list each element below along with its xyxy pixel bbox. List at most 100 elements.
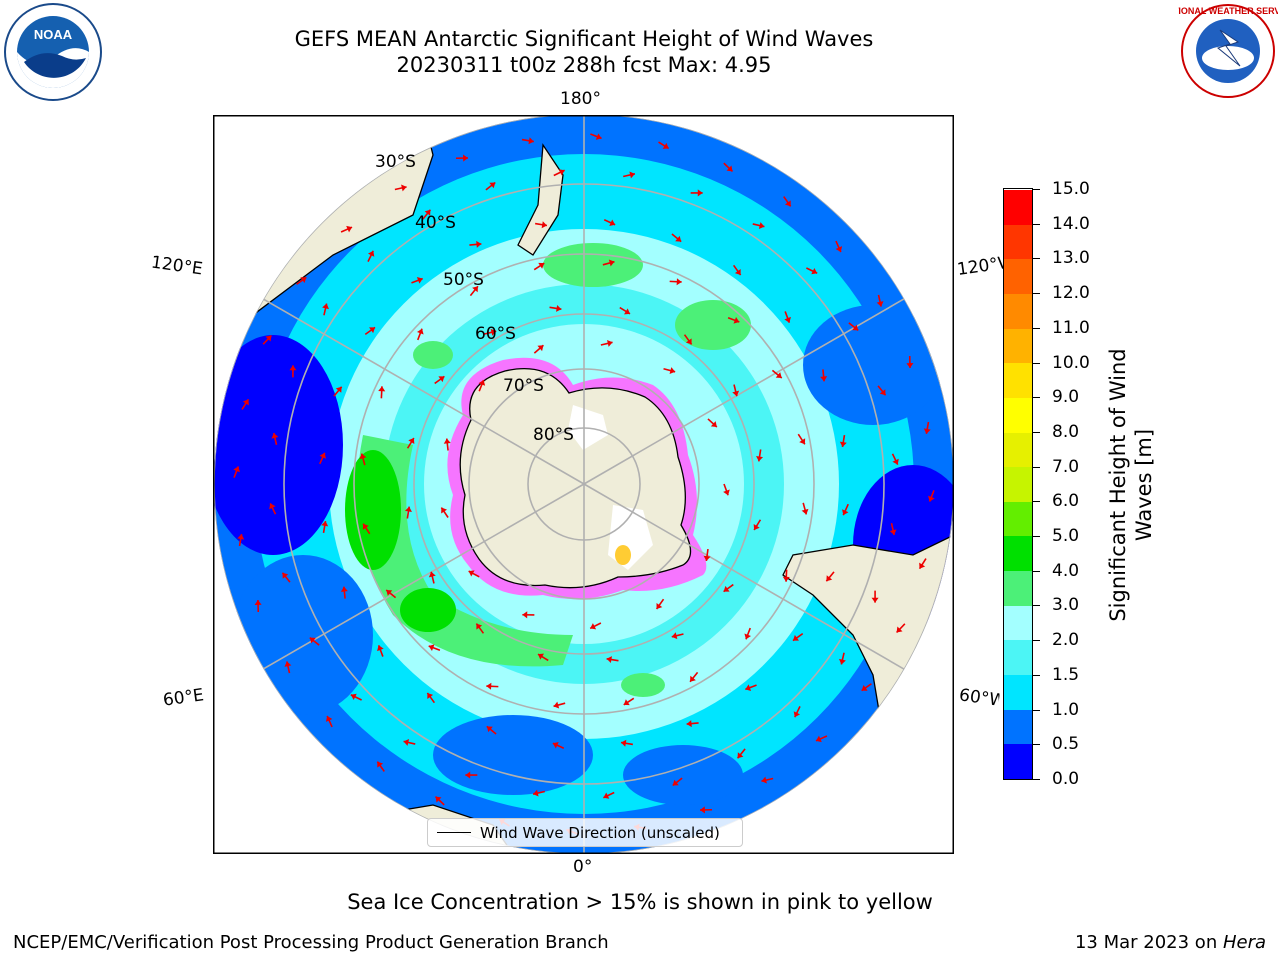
wind-arrow-head [906, 363, 914, 368]
wind-arrow-head [801, 508, 809, 515]
wind-arrow-head [608, 259, 615, 267]
footer-machine: Hera [1222, 932, 1266, 953]
colorbar-tick [1033, 744, 1040, 746]
wind-arrow-head [732, 390, 740, 397]
wind-arrow-head [609, 219, 616, 226]
lat-label-80s: 80°S [533, 425, 574, 445]
wind-arrow-head [242, 399, 249, 406]
noaa-text: NOAA [34, 27, 73, 42]
wind-arrow-head [346, 225, 353, 233]
wind-arrow-head [428, 571, 436, 578]
wind-arrow-head [793, 711, 801, 718]
colorbar-tick-label: 9.0 [1052, 387, 1080, 408]
wind-arrow-head [476, 240, 482, 248]
wind-arrow-head [386, 590, 393, 596]
wind-arrow-head [756, 456, 764, 462]
colorbar-tick-label: 3.0 [1052, 595, 1080, 616]
wind-arrow-head [319, 452, 326, 459]
svg-text:NATIONAL WEATHER SERVICE: NATIONAL WEATHER SERVICE [1178, 6, 1278, 16]
colorbar-tick [1033, 223, 1040, 225]
wind-arrow-head [761, 776, 767, 784]
wind-arrow-head [744, 633, 751, 640]
wind-arrow-head [428, 644, 435, 651]
wind-arrow-head [417, 328, 424, 335]
wind-arrow-head [378, 386, 386, 392]
wind-arrow-head [889, 529, 897, 535]
wind-arrow-head [928, 495, 935, 502]
wind-arrow-head [697, 189, 703, 197]
wind-arrow-head [416, 277, 423, 284]
wind-arrow-head [284, 661, 292, 667]
wind-arrow-head [815, 735, 822, 743]
wind-arrow-head [322, 303, 329, 310]
colorbar-tick [1033, 466, 1040, 468]
colorbar-tick-label: 4.0 [1052, 560, 1080, 581]
wind-arrow-head [377, 645, 384, 652]
wind-arrow-head [723, 585, 730, 592]
colorbar-tick-label: 15.0 [1052, 179, 1090, 199]
colorbar-segment [1004, 432, 1032, 468]
colorbar-tick [1033, 501, 1040, 503]
wind-arrow-head [558, 169, 565, 176]
wind-arrow-head [478, 379, 486, 386]
wind-arrow-head [662, 142, 669, 149]
wind-arrow-head [603, 792, 610, 799]
wind-arrow-head [424, 209, 431, 216]
lon-label-180: 180° [560, 89, 601, 109]
colorbar-tick-label: 11.0 [1052, 317, 1090, 338]
lon-label-60w: 60°W [957, 685, 1001, 711]
legend-line-icon [437, 832, 471, 833]
wind-arrow-head [782, 576, 790, 582]
wind-arrow-head [595, 133, 602, 140]
wind-arrow-head [879, 389, 886, 396]
colorbar-tick-label: 6.0 [1052, 491, 1080, 512]
wind-arrow-head [671, 632, 678, 640]
wind-arrow-head [700, 806, 705, 814]
colorbar-tick-label: 7.0 [1052, 456, 1080, 477]
wind-arrow-head [919, 562, 926, 569]
legend-label: Wind Wave Direction (unscaled) [480, 823, 720, 842]
lat-label-40s: 40°S [415, 213, 456, 233]
wind-arrow-head [468, 570, 475, 577]
wind-arrow-head [403, 739, 410, 746]
colorbar-tick-label: 13.0 [1052, 248, 1090, 269]
lon-label-120e: 120°E [149, 252, 204, 280]
wind-arrow-head [820, 376, 828, 382]
wind-arrow-head [486, 682, 492, 690]
wind-arrow-head [367, 250, 375, 257]
wind-arrow-head [723, 489, 730, 496]
colorbar-tick [1033, 293, 1040, 295]
colorbar-tick [1033, 362, 1040, 364]
wind-arrow-head [703, 555, 711, 561]
wind-arrow-head [254, 600, 262, 605]
wind-arrow-head [590, 623, 597, 630]
wind-arrow-head [675, 235, 682, 242]
colorbar-segment [1004, 258, 1032, 294]
wind-arrow-head [321, 521, 329, 527]
wind-arrow-head [606, 656, 612, 664]
lat-label-50s: 50°S [443, 270, 484, 290]
colorbar-segment [1004, 362, 1032, 398]
wind-arrow-head [528, 137, 534, 145]
colorbar-tick [1033, 779, 1040, 780]
wind-arrow-head [669, 367, 676, 374]
colorbar-tick [1033, 431, 1040, 433]
colorbar [1003, 188, 1033, 780]
colorbar-tick-label: 1.5 [1052, 664, 1080, 685]
footer-credit: NCEP/EMC/Verification Post Processing Pr… [13, 932, 609, 953]
colorbar-segment [1004, 743, 1032, 779]
wind-arrow-head [876, 301, 884, 307]
lat-label-70s: 70°S [503, 376, 544, 396]
wind-arrow-head [377, 761, 384, 768]
wind-arrow-head [401, 184, 407, 192]
wind-arrow-head [607, 339, 613, 347]
wind-arrow-head [811, 267, 818, 275]
colorbar-tick [1033, 189, 1040, 190]
wind-arrow-head [300, 277, 307, 284]
wind-arrow-head [792, 634, 799, 641]
wind-arrow-head [656, 603, 663, 610]
wind-arrow-head [753, 524, 760, 530]
wind-arrow-head [737, 752, 744, 759]
colorbar-tick-label: 10.0 [1052, 352, 1090, 373]
sea-ice-note: Sea Ice Concentration > 15% is shown in … [347, 890, 933, 914]
